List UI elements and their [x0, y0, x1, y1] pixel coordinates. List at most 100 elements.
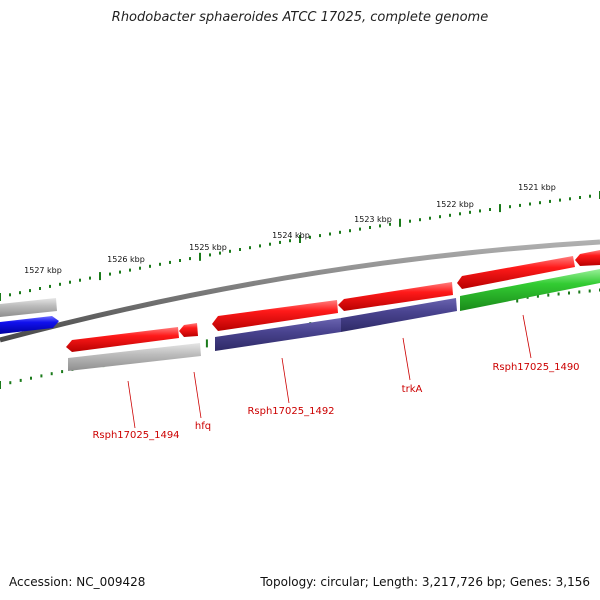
scale-minor-tick: [269, 242, 271, 246]
scale-minor-tick: [589, 194, 591, 198]
scale-minor-tick: [569, 197, 571, 201]
gene-label-hfq[interactable]: hfq: [195, 421, 211, 432]
scale-minor-tick: [557, 292, 560, 296]
scale-label: 1523 kbp: [354, 215, 392, 224]
scale-minor-tick: [479, 209, 481, 213]
scale-minor-tick: [536, 294, 539, 298]
scale-minor-tick: [30, 376, 32, 380]
scale-minor-tick: [419, 218, 421, 222]
scale-minor-tick: [529, 202, 531, 206]
scale-minor-tick: [469, 210, 471, 214]
scale-minor-tick: [369, 226, 371, 229]
gene-arrow-red-1492: [212, 300, 338, 331]
scale-minor-tick: [559, 198, 561, 202]
accession-text: Accession: NC_009428: [9, 575, 146, 589]
scale-ticks-upper: [0, 191, 600, 301]
scale-minor-tick: [61, 370, 64, 374]
scale-minor-tick: [579, 196, 581, 199]
scale-minor-tick: [279, 240, 281, 244]
scale-minor-tick: [349, 229, 351, 233]
scale-minor-tick: [439, 215, 441, 219]
scale-minor-tick: [169, 260, 171, 264]
scale-minor-tick: [259, 244, 261, 248]
scale-minor-tick: [519, 203, 521, 207]
scale-minor-tick: [309, 235, 311, 239]
scale-major-tick: [399, 218, 401, 227]
scale-minor-tick: [9, 293, 11, 297]
gene-arrow-purple-trka: [341, 298, 457, 332]
gene-arrow-red-1494: [66, 327, 179, 352]
scale-label: 1525 kbp: [189, 243, 227, 252]
scale-minor-tick: [49, 284, 51, 288]
scale-minor-tick: [509, 205, 511, 209]
scale-label: 1527 kbp: [24, 266, 62, 275]
scale-minor-tick: [40, 374, 43, 378]
gene-arrow-gray-left: [0, 298, 57, 317]
scale-minor-tick: [159, 262, 161, 266]
gene-arrow-red-right: [575, 250, 600, 266]
gene-arrow-gray-1494: [68, 343, 201, 371]
gene-arrow-red-trka: [338, 282, 453, 311]
scale-minor-tick: [489, 208, 491, 211]
scale-minor-tick: [29, 289, 31, 293]
gene-label-trka[interactable]: trkA: [402, 384, 423, 395]
scale-minor-tick: [19, 378, 22, 382]
scale-minor-tick: [329, 232, 331, 236]
scale-minor-tick: [319, 234, 321, 238]
gene-label-rsph17025-1492[interactable]: Rsph17025_1492: [247, 406, 334, 417]
scale-minor-tick: [379, 224, 381, 228]
scale-minor-tick: [129, 268, 131, 272]
scale-minor-tick: [289, 239, 291, 243]
scale-minor-tick: [239, 248, 241, 251]
scale-minor-tick: [139, 266, 141, 270]
scale-minor-tick: [59, 282, 61, 286]
scale-minor-tick: [89, 276, 91, 280]
scale-label: 1526 kbp: [107, 255, 145, 264]
genome-backbone: [0, 239, 600, 343]
scale-minor-tick: [459, 212, 461, 216]
scale-minor-tick: [189, 257, 191, 261]
gene-label-rsph17025-1494[interactable]: Rsph17025_1494: [92, 430, 179, 441]
scale-major-tick: [0, 381, 1, 389]
scale-major-tick: [199, 252, 201, 261]
scale-label: 1524 kbp: [272, 231, 310, 240]
scale-minor-tick: [359, 227, 361, 231]
scale-minor-tick: [549, 199, 551, 203]
scale-minor-tick: [568, 291, 570, 295]
scale-minor-tick: [79, 278, 81, 282]
gene-arrow-red-1490: [457, 256, 575, 289]
scale-label: 1521 kbp: [518, 183, 556, 192]
gene-arrow-red-hfq: [179, 323, 198, 337]
scale-minor-tick: [449, 213, 451, 217]
scale-minor-tick: [109, 272, 111, 276]
gene-label-rsph17025-1490[interactable]: Rsph17025_1490: [492, 362, 579, 373]
scale-major-tick: [0, 293, 1, 301]
scale-minor-tick: [429, 216, 431, 220]
map-title: Rhodobacter sphaeroides ATCC 17025, comp…: [111, 10, 489, 25]
scale-minor-tick: [547, 293, 550, 297]
scale-minor-tick: [179, 259, 181, 262]
gene-arrow-purple-1492: [215, 318, 341, 351]
scale-minor-tick: [19, 291, 21, 295]
scale-minor-tick: [588, 289, 591, 293]
scale-major-tick: [99, 272, 101, 281]
scale-minor-tick: [539, 201, 541, 205]
scale-minor-tick: [39, 287, 41, 290]
scale-minor-tick: [389, 222, 391, 226]
scale-minor-tick: [249, 246, 251, 250]
scale-minor-tick: [578, 290, 581, 294]
scale-minor-tick: [149, 264, 151, 268]
genome-summary-text: Topology: circular; Length: 3,217,726 bp…: [260, 575, 590, 589]
gene-arrow-green-1490: [460, 269, 600, 311]
scale-label: 1522 kbp: [436, 200, 474, 209]
label-leaders: [127, 314, 532, 429]
scale-major-tick: [299, 235, 301, 243]
scale-minor-tick: [69, 280, 71, 284]
scale-minor-tick: [229, 249, 231, 253]
scale-minor-tick: [9, 381, 12, 385]
scale-minor-tick: [209, 253, 211, 257]
scale-minor-tick: [339, 230, 341, 234]
scale-minor-tick: [119, 270, 121, 274]
scale-major-tick: [205, 339, 208, 348]
